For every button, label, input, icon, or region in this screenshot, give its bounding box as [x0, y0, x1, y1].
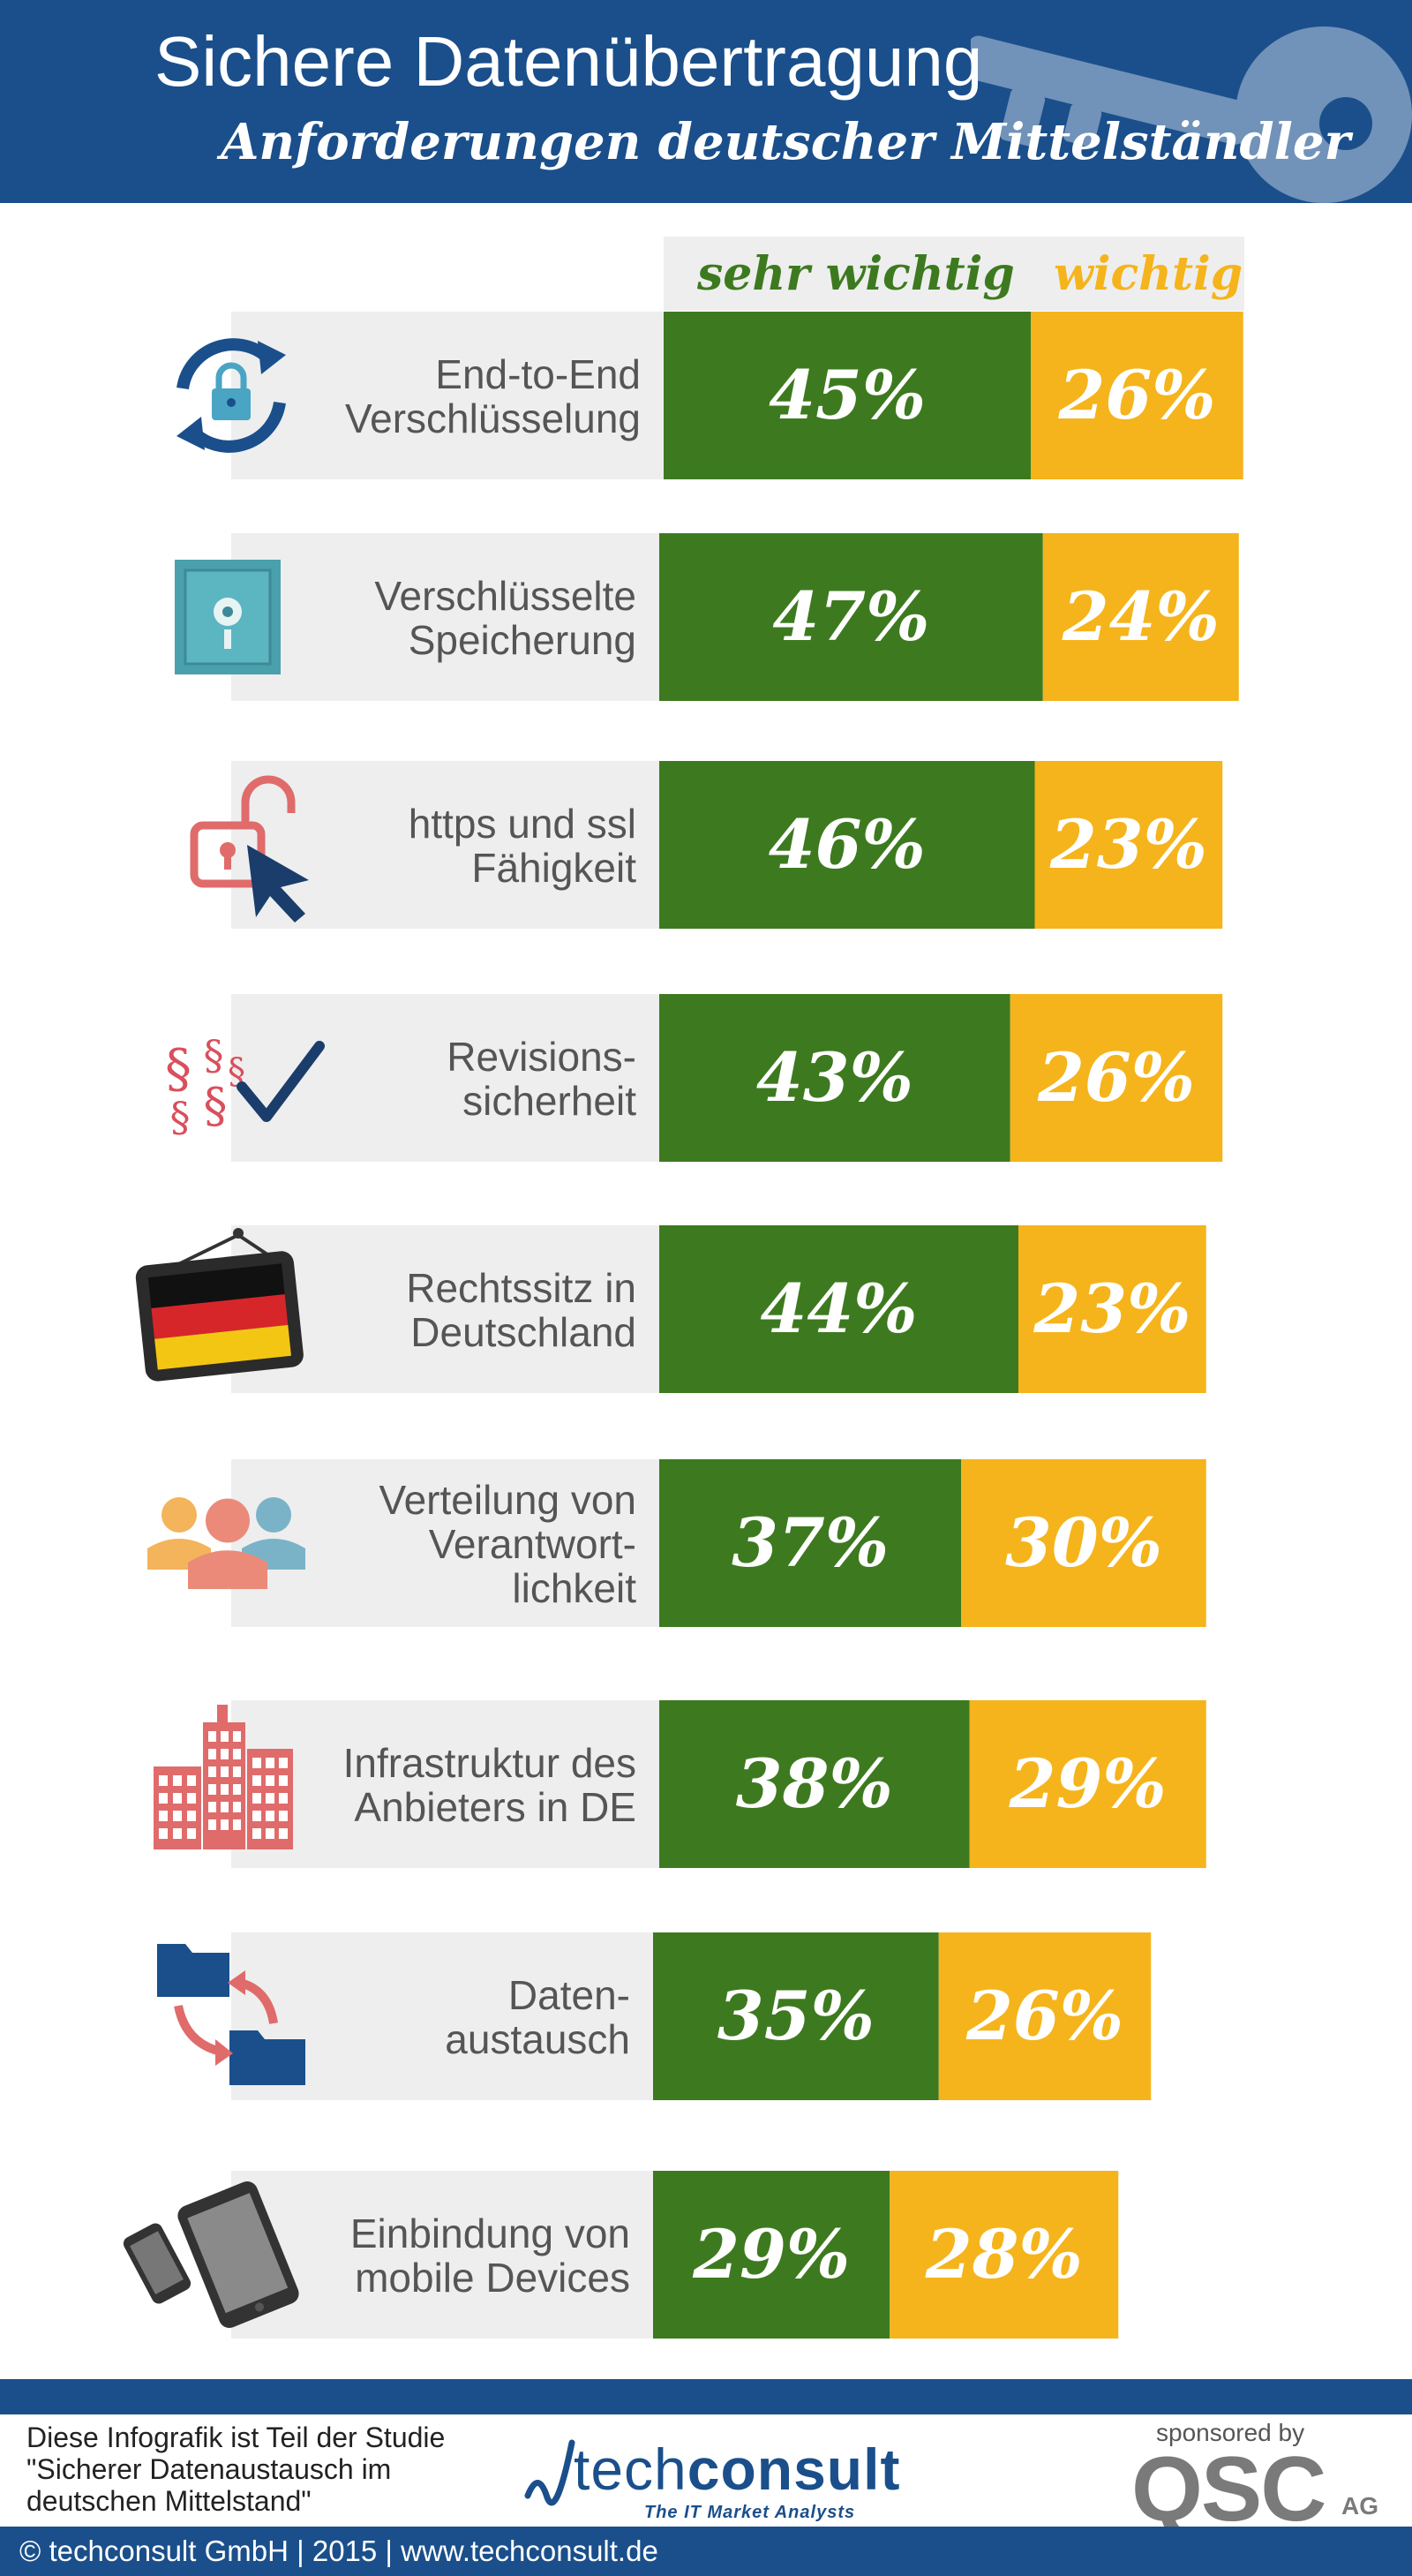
value-label-sehr-wichtig: 35%	[717, 1977, 875, 2055]
bar-wichtig	[1031, 312, 1243, 479]
bar-sehr-wichtig	[653, 1932, 939, 2100]
row-background	[231, 1459, 659, 1627]
bar-wichtig	[1034, 761, 1223, 929]
bar-wichtig	[938, 1932, 1152, 2100]
category-label: Revisions-sicherheit	[447, 1034, 636, 1124]
row-background	[231, 533, 659, 701]
value-label-wichtig: 29%	[1009, 1744, 1167, 1823]
value-label-wichtig: 26%	[965, 1977, 1123, 2055]
value-label-sehr-wichtig: 45%	[769, 356, 926, 434]
header-banner: Sichere Datenübertragung Anforderungen d…	[0, 0, 1412, 203]
bar-sehr-wichtig	[659, 1225, 1018, 1393]
logo-tagline: The IT Market Analysts	[644, 2503, 856, 2522]
sponsored-by-label: sponsored by	[1156, 2419, 1305, 2446]
sponsor-logo: QSC	[1131, 2438, 1326, 2541]
category-label: https und ssl Fähigkeit	[409, 801, 636, 891]
value-label-wichtig: 26%	[1037, 1038, 1195, 1117]
row-background	[231, 1225, 659, 1393]
category-label: Verteilung von Verantwort-lichkeit	[379, 1477, 636, 1611]
techconsult-logo: techconsult	[574, 2436, 900, 2503]
bar-sehr-wichtig	[659, 1700, 970, 1868]
category-label: Rechtssitz in Deutschland	[406, 1265, 636, 1355]
value-label-wichtig: 23%	[1049, 805, 1207, 884]
folder-exchange-icon	[157, 1944, 305, 2085]
bar-wichtig	[1042, 533, 1239, 701]
category-label: Daten-austausch	[445, 1972, 630, 2062]
footer: Diese Infografik ist Teil der Studie "Si…	[0, 2379, 1412, 2576]
bar-sehr-wichtig	[659, 761, 1035, 929]
value-label-sehr-wichtig: 37%	[732, 1503, 889, 1582]
page-subtitle: Anforderungen deutscher Mittelständler	[220, 113, 1350, 171]
bar-wichtig	[969, 1700, 1206, 1868]
bar-wichtig	[890, 2171, 1119, 2339]
category-label: End-to-End Verschlüsselung	[345, 351, 641, 441]
logo-prefix: tech	[574, 2437, 687, 2502]
category-label: Einbindung von mobile Devices	[350, 2211, 630, 2301]
legend-wichtig: wichtig	[1054, 247, 1243, 301]
bar-sehr-wichtig	[664, 312, 1032, 479]
row-background	[231, 1700, 659, 1868]
value-label-wichtig: 24%	[1062, 577, 1220, 656]
copyright: © techconsult GmbH | 2015 | www.techcons…	[19, 2535, 658, 2567]
svg-text:§: §	[204, 1031, 224, 1079]
mobile-devices-icon	[123, 2181, 299, 2328]
german-flag-sign-icon	[135, 1228, 304, 1382]
category-label: Infrastruktur des Anbieters in DE	[343, 1740, 636, 1830]
open-padlock-cursor-icon	[190, 775, 309, 923]
safe-icon	[175, 560, 281, 674]
bar-sehr-wichtig	[659, 1459, 962, 1627]
page-title: Sichere Datenübertragung	[154, 22, 983, 101]
bar-sehr-wichtig	[659, 533, 1043, 701]
bar-wichtig	[1018, 1225, 1206, 1393]
footer-top-bar	[0, 2379, 1412, 2414]
legend-sehr-wichtig: sehr wichtig	[697, 247, 1015, 301]
value-label-sehr-wichtig: 46%	[769, 805, 926, 884]
value-label-sehr-wichtig: 43%	[756, 1038, 913, 1117]
lock-sync-icon	[176, 338, 286, 453]
row-background	[231, 312, 664, 479]
sponsor-suffix: AG	[1341, 2492, 1378, 2520]
svg-text:§: §	[165, 1038, 192, 1100]
value-label-wichtig: 26%	[1058, 356, 1216, 434]
people-group-icon	[147, 1497, 305, 1589]
bar-sehr-wichtig	[653, 2171, 890, 2339]
value-label-wichtig: 23%	[1033, 1269, 1190, 1348]
value-label-sehr-wichtig: 47%	[772, 577, 929, 656]
bar-sehr-wichtig	[659, 994, 1010, 1162]
bar-wichtig	[1010, 994, 1223, 1162]
buildings-icon	[154, 1705, 293, 1849]
key-icon	[971, 26, 1412, 203]
legend-background	[664, 237, 1244, 311]
category-label: Verschlüsselte Speicherung	[374, 573, 636, 663]
footer-bottom-bar	[0, 2527, 1412, 2576]
row-background	[231, 2171, 653, 2339]
bar-wichtig	[961, 1459, 1206, 1627]
paragraph-check-icon: § §§ §§	[165, 1031, 325, 1141]
value-label-wichtig: 28%	[925, 2215, 1083, 2294]
value-label-wichtig: 30%	[1005, 1503, 1162, 1582]
value-label-sehr-wichtig: 38%	[736, 1744, 893, 1823]
row-background	[231, 761, 659, 929]
techconsult-logo-icon	[524, 2439, 575, 2506]
svg-text:§: §	[170, 1093, 191, 1141]
row-background	[231, 994, 659, 1162]
value-label-sehr-wichtig: 29%	[692, 2215, 850, 2294]
logo-bold: consult	[687, 2437, 901, 2502]
svg-text:§: §	[204, 1078, 228, 1134]
study-note: Diese Infografik ist Teil der Studie "Si…	[26, 2422, 446, 2517]
value-label-sehr-wichtig: 44%	[761, 1269, 918, 1348]
